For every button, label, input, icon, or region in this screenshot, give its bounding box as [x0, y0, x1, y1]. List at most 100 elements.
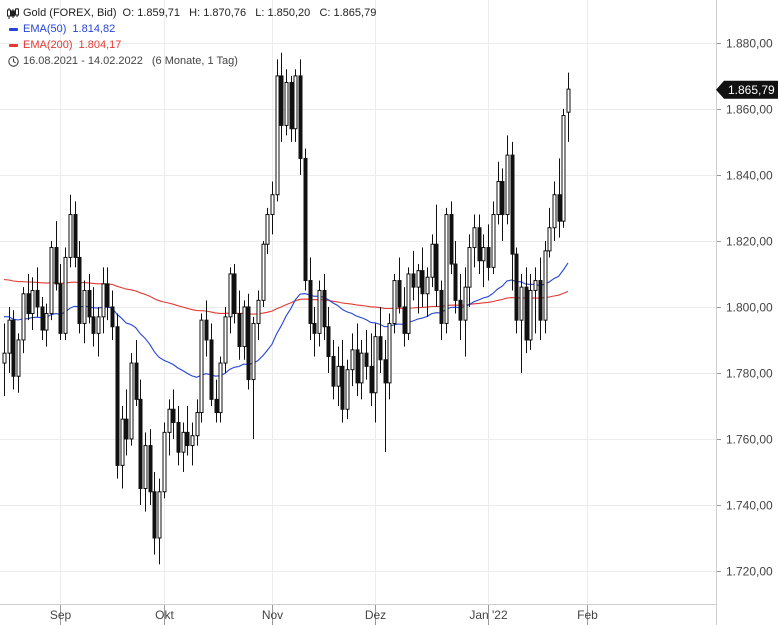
legend-ema50-row: EMA(50) 1.814,82	[6, 21, 376, 37]
y-tick-label: 1.840,00	[726, 169, 773, 183]
candle	[171, 389, 176, 439]
candle	[138, 379, 143, 505]
candle	[543, 240, 548, 334]
candle	[77, 240, 82, 334]
x-tick-label: Sep	[50, 608, 72, 622]
ema50-label: EMA(50)	[23, 23, 67, 35]
candle	[547, 207, 552, 258]
candle	[54, 221, 59, 291]
x-tick-label: Feb	[577, 608, 598, 622]
candlestick-icon	[6, 7, 20, 19]
candle	[528, 273, 533, 350]
candle	[218, 356, 223, 423]
candle	[496, 161, 501, 225]
candle	[406, 267, 411, 340]
date-range: 16.08.2021 - 14.02.2022	[23, 55, 143, 67]
ema50-swatch	[8, 27, 18, 31]
candle	[87, 273, 92, 324]
candle	[275, 59, 280, 202]
candle	[68, 194, 73, 268]
candle	[162, 422, 167, 499]
last-price-marker: 1.865,79	[716, 80, 778, 99]
candle	[293, 69, 298, 142]
candle	[190, 422, 195, 466]
candle	[148, 429, 153, 505]
candle	[21, 287, 26, 354]
candle	[195, 399, 200, 446]
candle	[298, 59, 303, 175]
candle	[223, 306, 228, 373]
candle	[434, 204, 439, 307]
candle	[308, 257, 313, 340]
candle	[331, 339, 336, 400]
candle	[214, 379, 219, 423]
clock-icon	[6, 55, 20, 67]
x-tick-label: Jan '22	[469, 608, 508, 622]
candle	[110, 290, 115, 340]
candle	[251, 316, 256, 439]
candle	[209, 323, 214, 406]
y-tick-label: 1.820,00	[726, 235, 773, 249]
y-tick-label: 1.860,00	[726, 103, 773, 117]
candle	[467, 234, 472, 307]
candle	[505, 135, 510, 225]
candle	[303, 148, 308, 291]
ema200-series	[3, 279, 569, 315]
candle	[359, 339, 364, 400]
legend-range-row: 16.08.2021 - 14.02.2022 (6 Monate, 1 Tag…	[6, 53, 376, 69]
candle	[439, 280, 444, 340]
candle	[500, 168, 505, 241]
candle	[350, 333, 355, 387]
candle	[387, 313, 392, 400]
y-tick-label: 1.880,00	[726, 37, 773, 51]
candle	[124, 389, 129, 456]
candle	[35, 267, 40, 317]
legend-title-row: Gold (FOREX, Bid) O: 1.859,71 H: 1.870,7…	[6, 5, 376, 21]
candle	[232, 264, 237, 324]
candle	[420, 247, 425, 307]
candle	[355, 323, 360, 397]
ohlc-values: O: 1.859,71 H: 1.870,76 L: 1.850,20 C: 1…	[122, 7, 377, 19]
candle	[514, 247, 519, 334]
candle	[96, 306, 101, 357]
candle	[477, 214, 482, 274]
candle	[481, 234, 486, 288]
candle	[392, 273, 397, 334]
candle	[270, 181, 275, 235]
candle	[279, 52, 284, 142]
candle	[510, 141, 515, 291]
ema200-line	[3, 279, 569, 315]
candle	[2, 323, 7, 397]
candle	[284, 69, 289, 136]
candle	[105, 267, 110, 321]
candle	[256, 290, 261, 340]
candle	[289, 75, 294, 142]
candle	[26, 273, 31, 321]
candle	[204, 300, 209, 357]
candle	[326, 306, 331, 373]
candle	[533, 267, 538, 334]
y-tick-label: 1.740,00	[726, 499, 773, 513]
candle	[345, 359, 350, 420]
y-tick-label: 1.720,00	[726, 565, 773, 579]
last-price-badge	[716, 80, 778, 99]
candle	[143, 432, 148, 512]
candle	[566, 72, 571, 142]
candle	[228, 267, 233, 334]
period-label: (6 Monate, 1 Tag)	[151, 55, 238, 67]
candle	[157, 478, 162, 565]
candle	[425, 267, 430, 317]
candle	[463, 267, 468, 357]
candle	[552, 181, 557, 241]
ema200-label: EMA(200)	[23, 39, 73, 51]
candle	[185, 405, 190, 456]
candle	[378, 306, 383, 373]
y-tick-label: 1.760,00	[726, 433, 773, 447]
x-tick-label: Okt	[155, 608, 174, 622]
candle	[115, 313, 120, 479]
candle	[265, 207, 270, 255]
candle	[63, 247, 68, 340]
ema200-value: 1.804,17	[78, 39, 122, 51]
candle	[364, 330, 369, 380]
